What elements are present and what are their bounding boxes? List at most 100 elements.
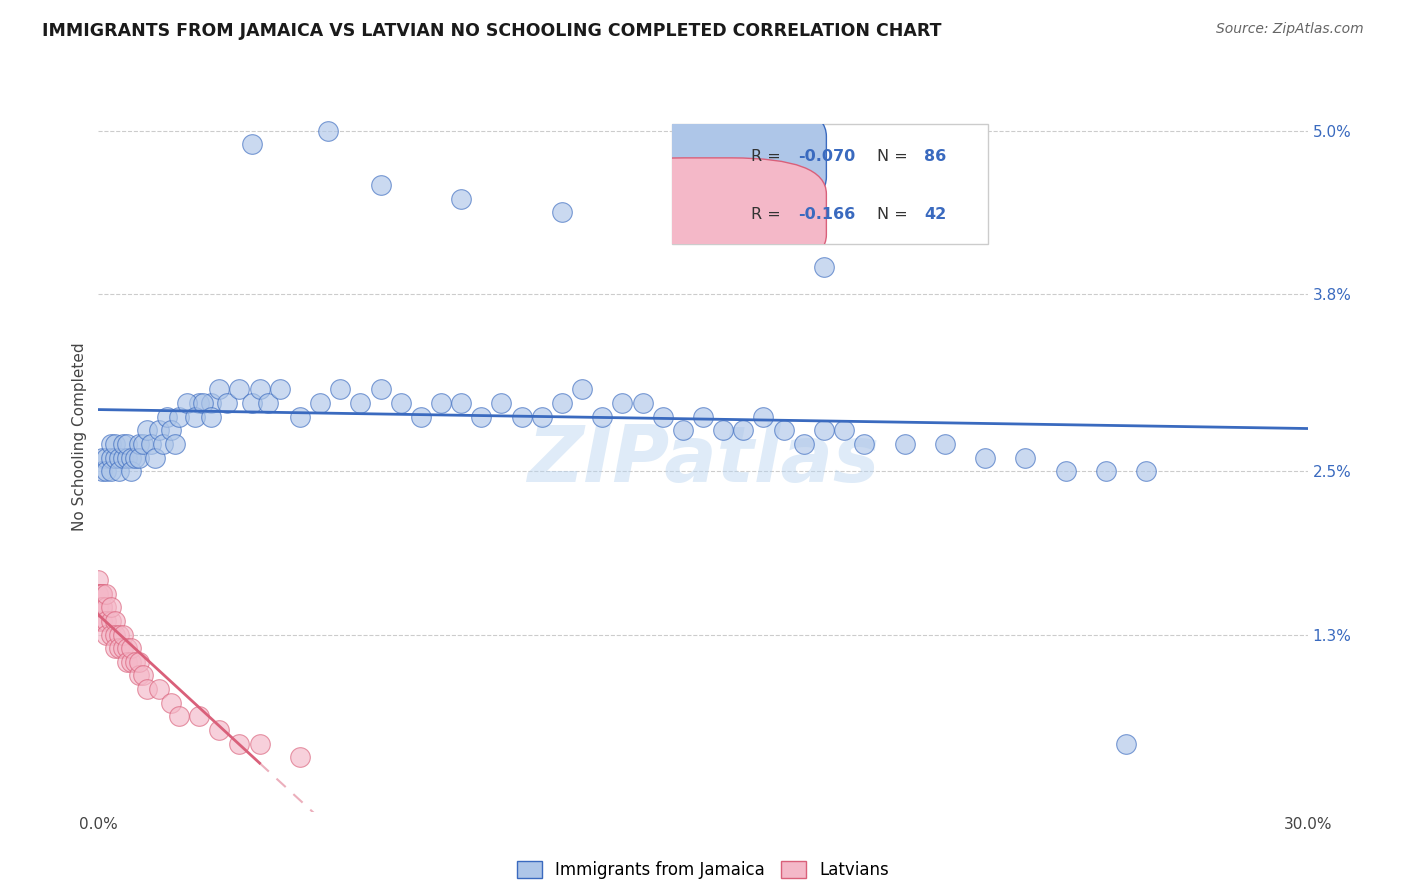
Text: 42: 42 <box>924 207 946 222</box>
Point <box>135 682 157 697</box>
Point <box>813 423 835 437</box>
Point <box>111 641 134 656</box>
Point <box>188 709 211 723</box>
Point <box>733 423 755 437</box>
Point <box>115 655 138 669</box>
Point <box>91 614 114 628</box>
Y-axis label: No Schooling Completed: No Schooling Completed <box>72 343 87 532</box>
Point <box>160 696 183 710</box>
Point <box>370 178 392 192</box>
Point <box>128 668 150 682</box>
Point <box>124 655 146 669</box>
Point <box>115 641 138 656</box>
Point <box>107 641 129 656</box>
Point <box>103 641 125 656</box>
Point <box>96 450 118 465</box>
Point <box>100 464 122 478</box>
Text: R =: R = <box>751 149 786 164</box>
Point <box>1135 464 1157 478</box>
Point <box>100 614 122 628</box>
Point <box>91 587 114 601</box>
Point <box>711 423 734 437</box>
Text: N =: N = <box>877 207 912 222</box>
Point <box>228 383 250 397</box>
Point <box>793 437 815 451</box>
Point <box>148 423 170 437</box>
Point <box>96 614 118 628</box>
Point <box>672 423 695 437</box>
Text: R =: R = <box>751 207 786 222</box>
Point <box>934 437 956 451</box>
Point <box>430 396 453 410</box>
Point <box>228 737 250 751</box>
Point <box>87 587 110 601</box>
Point <box>91 587 114 601</box>
Point <box>100 600 122 615</box>
Point <box>349 396 371 410</box>
Point <box>87 573 110 587</box>
Point <box>208 723 231 737</box>
Point <box>591 409 613 424</box>
Point <box>128 655 150 669</box>
Point <box>470 409 492 424</box>
FancyBboxPatch shape <box>589 100 827 213</box>
Point <box>571 383 593 397</box>
Point <box>409 409 432 424</box>
Point <box>111 627 134 641</box>
Point <box>491 396 513 410</box>
Point <box>100 450 122 465</box>
Point <box>288 750 311 764</box>
Point <box>120 450 142 465</box>
Point <box>530 409 553 424</box>
Point <box>96 600 118 615</box>
Point <box>132 668 155 682</box>
Point <box>240 137 263 152</box>
Point <box>128 450 150 465</box>
Point <box>96 627 118 641</box>
Point <box>139 437 162 451</box>
Point <box>853 437 876 451</box>
Point <box>132 437 155 451</box>
Point <box>193 396 215 410</box>
Point <box>87 600 110 615</box>
Point <box>692 409 714 424</box>
Point <box>184 409 207 424</box>
Point <box>107 627 129 641</box>
Point <box>163 437 186 451</box>
Point <box>329 383 352 397</box>
Point <box>100 437 122 451</box>
Point <box>115 450 138 465</box>
Point <box>612 396 634 410</box>
Point <box>103 627 125 641</box>
Point <box>111 437 134 451</box>
Point <box>156 409 179 424</box>
Point <box>160 423 183 437</box>
Text: N =: N = <box>877 149 912 164</box>
FancyBboxPatch shape <box>589 158 827 271</box>
Point <box>711 219 734 233</box>
Point <box>551 396 574 410</box>
Point <box>91 600 114 615</box>
Point <box>269 383 291 397</box>
Point <box>120 464 142 478</box>
Point <box>152 437 174 451</box>
Point <box>832 423 855 437</box>
Text: ZIPatlas: ZIPatlas <box>527 422 879 498</box>
Point <box>370 383 392 397</box>
Point <box>450 192 472 206</box>
Point <box>143 450 166 465</box>
Point <box>551 205 574 219</box>
Point <box>111 450 134 465</box>
Point <box>208 383 231 397</box>
Point <box>135 423 157 437</box>
Point <box>167 409 190 424</box>
Point <box>107 450 129 465</box>
Point <box>309 396 332 410</box>
Point <box>107 464 129 478</box>
Point <box>91 600 114 615</box>
FancyBboxPatch shape <box>672 124 987 244</box>
Text: 86: 86 <box>924 149 946 164</box>
Point <box>389 396 412 410</box>
Point <box>893 437 915 451</box>
Point <box>87 600 110 615</box>
